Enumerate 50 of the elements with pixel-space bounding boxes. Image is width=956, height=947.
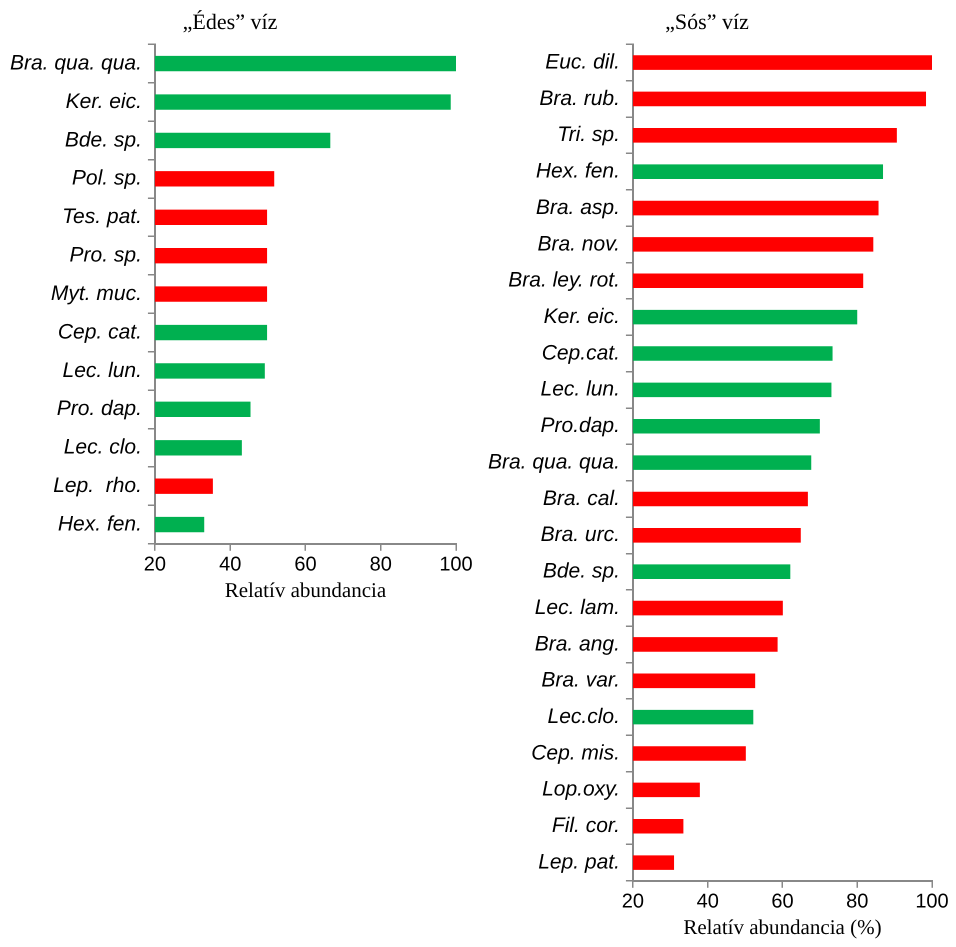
y-tick-label: Lec. clo. bbox=[64, 436, 142, 459]
y-tick-label: Bra. nov. bbox=[537, 232, 620, 256]
y-tick-label: Lep. pat. bbox=[538, 850, 620, 874]
y-tick-label: Cep. cat. bbox=[58, 320, 142, 344]
x-tick-label: 60 bbox=[771, 890, 794, 912]
y-tick-label: Lec. lun. bbox=[62, 358, 142, 382]
x-tick-label: 80 bbox=[370, 553, 392, 576]
x-tick-label: 100 bbox=[439, 553, 473, 576]
y-tick-label: Bra. rub. bbox=[539, 86, 620, 110]
x-tick-label: 40 bbox=[219, 553, 242, 576]
y-tick-label: Lec. lam. bbox=[534, 596, 620, 619]
y-tick-label: Pol. sp. bbox=[72, 166, 142, 190]
x-tick-label: 20 bbox=[622, 890, 644, 912]
y-tick-label: Fil. cor. bbox=[552, 814, 620, 838]
y-tick-label: Bde. sp. bbox=[64, 128, 142, 152]
y-tick-label: Tri. sp. bbox=[557, 123, 620, 146]
y-tick-label: Cep. mis. bbox=[531, 741, 620, 764]
y-tick-label: Hex. fen. bbox=[58, 512, 142, 536]
y-tick-label: Ker. eic. bbox=[66, 90, 142, 113]
y-tick-label: Pro. sp. bbox=[70, 244, 142, 267]
x-tick-label: 100 bbox=[915, 890, 949, 912]
y-tick-label: Bra. var. bbox=[541, 668, 620, 692]
chart-title: „Édes” víz bbox=[182, 8, 278, 34]
y-tick-label: Bra. ley. rot. bbox=[508, 268, 620, 292]
y-tick-label: Lep. rho. bbox=[53, 474, 142, 498]
y-tick-label: Lec.clo. bbox=[548, 705, 620, 728]
x-tick-label: 60 bbox=[294, 553, 317, 576]
y-tick-label: Bra. qua. qua. bbox=[10, 51, 142, 74]
y-tick-label: Myt. muc. bbox=[50, 282, 142, 305]
y-tick-label: Bra. cal. bbox=[542, 486, 620, 510]
y-tick-label: Bra. qua. qua. bbox=[488, 450, 620, 474]
y-tick-label: Lec. lun. bbox=[540, 378, 620, 401]
y-tick-label: Hex. fen. bbox=[536, 160, 620, 183]
x-tick-label: 80 bbox=[846, 890, 868, 912]
chart-title: „Sós” víz bbox=[665, 8, 750, 34]
y-tick-label: Bra. urc. bbox=[540, 523, 620, 546]
y-tick-label: Pro. dap. bbox=[56, 397, 142, 420]
x-axis-title: Relatív abundancia (%) bbox=[683, 914, 882, 939]
y-tick-label: Ker. eic. bbox=[544, 304, 620, 328]
x-axis-title: Relatív abundancia bbox=[224, 578, 387, 602]
y-tick-label: Bde. sp. bbox=[542, 560, 620, 583]
y-tick-label: Bra. ang. bbox=[534, 632, 620, 656]
x-tick-label: 40 bbox=[696, 890, 719, 912]
y-tick-label: Cep.cat. bbox=[542, 341, 620, 364]
y-tick-label: Lop.oxy. bbox=[542, 778, 620, 801]
y-tick-label: Pro.dap. bbox=[540, 414, 620, 438]
y-tick-label: Euc. dil. bbox=[545, 50, 620, 74]
y-tick-label: Tes. pat. bbox=[62, 205, 142, 228]
y-tick-label: Bra. asp. bbox=[536, 196, 620, 219]
x-tick-label: 20 bbox=[144, 553, 166, 576]
